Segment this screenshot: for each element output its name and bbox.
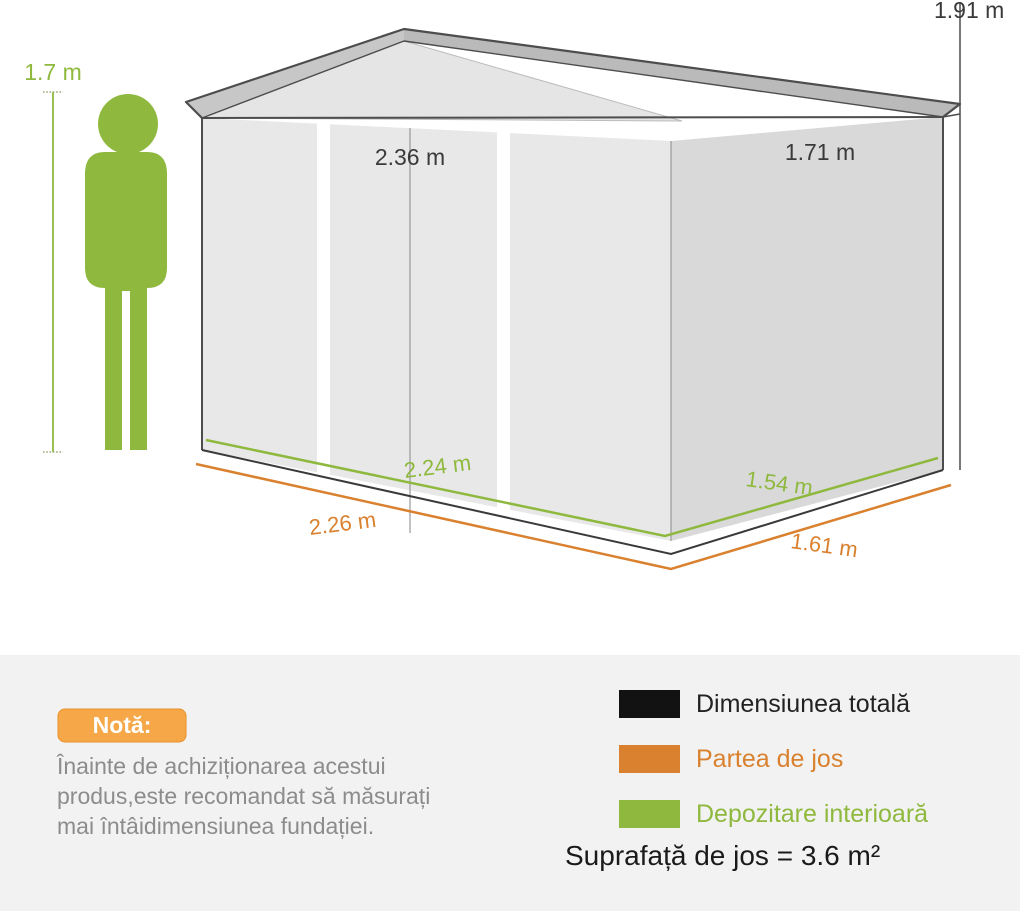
svg-text:Dimensiunea totală: Dimensiunea totală: [696, 690, 910, 718]
svg-text:1.7 m: 1.7 m: [24, 59, 82, 85]
svg-text:Înainte de achiziționarea aces: Înainte de achiziționarea acestui: [56, 753, 386, 779]
svg-text:mai întâidimensiunea fundației: mai întâidimensiunea fundației.: [57, 813, 374, 839]
svg-text:Partea de jos: Partea de jos: [696, 745, 843, 773]
svg-text:Notă:: Notă:: [93, 712, 152, 738]
svg-text:produs,este recomandat să măsu: produs,este recomandat să măsurați: [57, 783, 430, 809]
svg-text:1.91 m: 1.91 m: [934, 0, 1004, 23]
svg-text:1.71 m: 1.71 m: [785, 139, 855, 165]
svg-text:Depozitare interioară: Depozitare interioară: [696, 800, 928, 828]
svg-text:2.36 m: 2.36 m: [375, 144, 445, 170]
svg-text:Suprafață de jos = 3.6 m²: Suprafață de jos = 3.6 m²: [565, 840, 880, 871]
svg-text:1.61 m: 1.61 m: [789, 528, 859, 562]
